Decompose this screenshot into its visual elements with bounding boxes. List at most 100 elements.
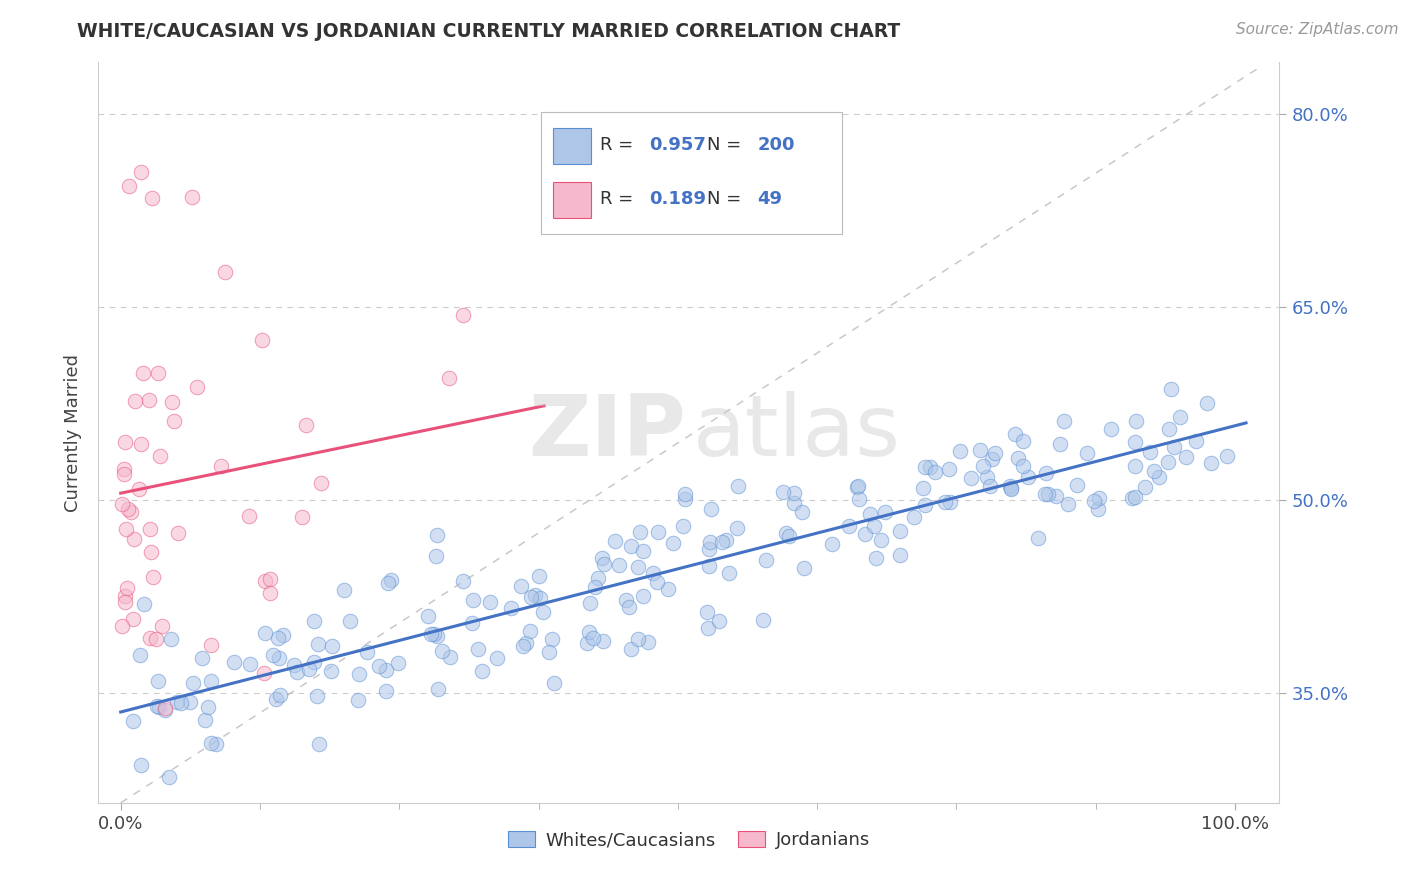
- Point: [673, 491, 696, 506]
- Point: [374, 684, 396, 698]
- Point: [631, 544, 654, 558]
- Point: [111, 497, 134, 511]
- Point: [420, 627, 443, 641]
- Point: [471, 664, 494, 678]
- Point: [1049, 437, 1071, 451]
- Point: [118, 179, 141, 194]
- Point: [911, 481, 934, 495]
- Point: [515, 636, 537, 650]
- Point: [259, 586, 281, 600]
- Text: 49: 49: [758, 190, 783, 209]
- Point: [214, 265, 236, 279]
- FancyBboxPatch shape: [553, 128, 591, 164]
- Point: [252, 333, 274, 347]
- Point: [1123, 434, 1146, 449]
- Point: [627, 560, 650, 574]
- Point: [114, 435, 136, 450]
- Point: [194, 713, 217, 727]
- Point: [1056, 497, 1078, 511]
- Point: [129, 165, 152, 179]
- Point: [486, 651, 509, 665]
- Point: [519, 624, 541, 638]
- Point: [120, 505, 142, 519]
- Point: [166, 695, 188, 709]
- Point: [461, 615, 484, 630]
- Point: [628, 524, 651, 539]
- Point: [191, 651, 214, 665]
- Point: [197, 699, 219, 714]
- Point: [200, 673, 222, 688]
- Point: [543, 675, 565, 690]
- Text: ZIP: ZIP: [527, 391, 685, 475]
- Point: [121, 612, 143, 626]
- Point: [163, 414, 186, 428]
- Point: [657, 582, 679, 596]
- Point: [793, 560, 815, 574]
- Point: [205, 737, 228, 751]
- Point: [591, 551, 613, 566]
- Point: [200, 638, 222, 652]
- Point: [297, 662, 319, 676]
- Point: [512, 640, 534, 654]
- Point: [889, 548, 911, 562]
- Point: [1197, 395, 1219, 409]
- Point: [148, 367, 170, 381]
- Text: N =: N =: [707, 190, 747, 209]
- Point: [1160, 383, 1182, 397]
- Point: [309, 476, 332, 491]
- Point: [782, 486, 804, 500]
- Point: [1035, 466, 1057, 480]
- Point: [592, 634, 614, 648]
- Point: [755, 553, 778, 567]
- Point: [271, 628, 294, 642]
- Point: [1143, 465, 1166, 479]
- Point: [1088, 491, 1111, 505]
- Point: [1004, 426, 1026, 441]
- Text: 0.189: 0.189: [648, 190, 706, 209]
- Point: [934, 495, 956, 509]
- Point: [792, 505, 814, 519]
- Point: [375, 663, 398, 677]
- Point: [1053, 414, 1076, 428]
- Point: [115, 581, 138, 595]
- Point: [903, 510, 925, 524]
- Text: R =: R =: [600, 136, 640, 154]
- Point: [499, 600, 522, 615]
- Point: [1157, 455, 1180, 469]
- Point: [333, 583, 356, 598]
- Point: [141, 545, 163, 559]
- Point: [1017, 470, 1039, 484]
- Point: [576, 636, 599, 650]
- Point: [918, 459, 941, 474]
- Point: [1121, 491, 1143, 506]
- Point: [253, 666, 276, 681]
- Point: [200, 736, 222, 750]
- Point: [614, 593, 637, 607]
- Point: [1036, 486, 1059, 500]
- Point: [339, 614, 361, 628]
- Point: [167, 526, 190, 541]
- Point: [672, 519, 695, 533]
- Point: [1012, 434, 1035, 448]
- Point: [467, 641, 489, 656]
- Point: [710, 535, 733, 549]
- Point: [778, 529, 800, 543]
- Point: [1159, 422, 1181, 436]
- Point: [222, 655, 245, 669]
- Point: [972, 458, 994, 473]
- Point: [179, 695, 201, 709]
- Point: [285, 665, 308, 680]
- Point: [627, 632, 650, 646]
- Point: [725, 521, 748, 535]
- Point: [959, 471, 981, 485]
- Point: [838, 519, 860, 533]
- Point: [138, 631, 160, 645]
- Point: [914, 459, 936, 474]
- Point: [111, 619, 134, 633]
- Point: [368, 659, 391, 673]
- Point: [620, 641, 643, 656]
- Point: [1000, 481, 1022, 495]
- Point: [775, 526, 797, 541]
- Point: [124, 393, 146, 408]
- Point: [969, 443, 991, 458]
